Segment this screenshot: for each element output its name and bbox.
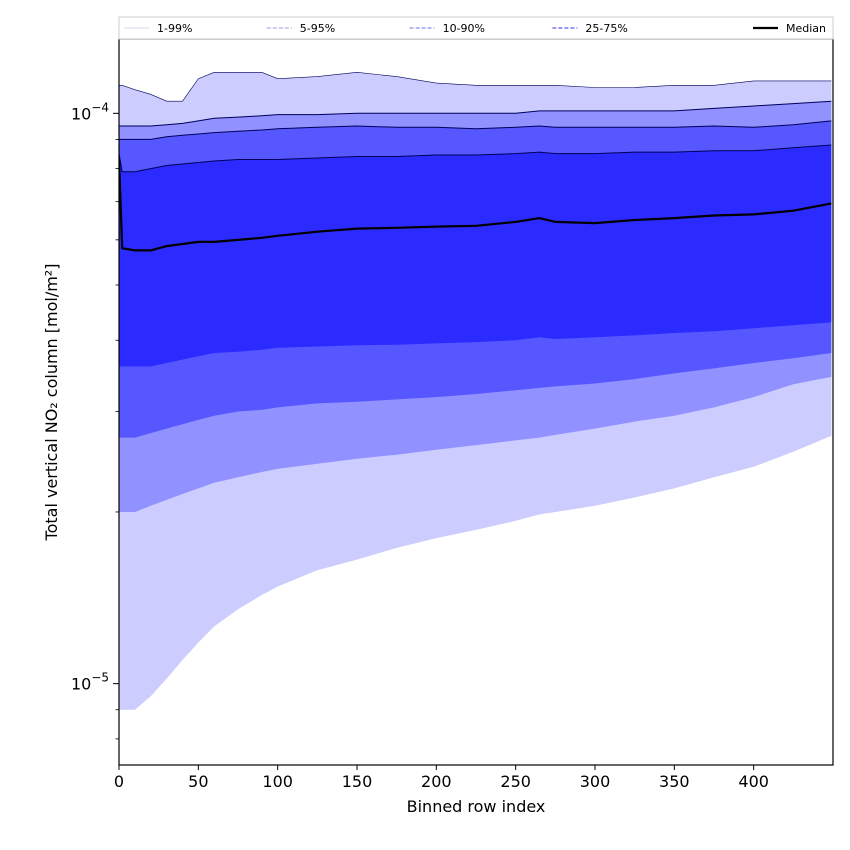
x-axis-title: Binned row index [407,797,546,816]
x-tick-label: 150 [342,772,373,791]
x-tick-label: 300 [580,772,611,791]
median-line [119,159,832,252]
band-upper-line-2 [119,120,832,140]
band-upper-line-0 [119,71,832,102]
legend-label: 1-99% [157,22,192,35]
x-tick-label: 200 [421,772,452,791]
x-tick-label: 400 [738,772,769,791]
median-layer [119,159,832,252]
band-upper-line-1 [119,100,832,127]
y-tick-label: 10−5 [71,671,109,694]
x-tick-label: 0 [114,772,124,791]
legend-frame [118,16,834,40]
x-tick-label: 50 [188,772,208,791]
legend: 1-99% 5-95% 10-90% 25-75% Median [118,16,834,40]
band-25-75 [119,145,832,367]
x-axis-ticks: 0 50 100 150 200 250 300 350 400 [114,765,769,791]
legend-label: 10-90% [443,22,485,35]
legend-label: 5-95% [300,22,335,35]
legend-label: Median [786,22,826,35]
y-axis-ticks: 10−5 10−4 [71,100,119,740]
legend-label: 25-75% [585,22,627,35]
x-tick-label: 100 [262,772,293,791]
band-layer [119,71,832,710]
x-tick-label: 250 [500,772,531,791]
y-axis-title: Total vertical NO₂ column [mol/m²] [42,264,61,542]
band-upper-line-3 [119,144,832,173]
y-tick-label: 10−4 [71,100,109,123]
x-tick-label: 350 [659,772,690,791]
